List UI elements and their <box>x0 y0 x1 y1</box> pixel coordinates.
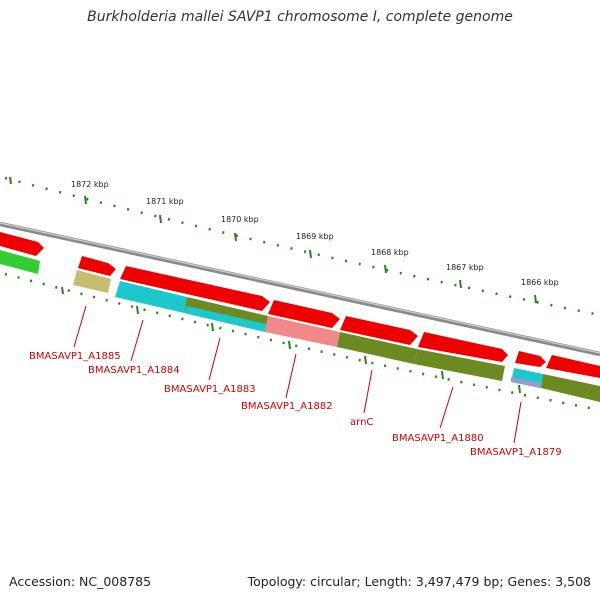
leader-line <box>208 337 221 381</box>
major-tick <box>84 195 87 205</box>
major-tick <box>384 264 387 274</box>
gene-label: BMASAVP1_A1885 <box>29 351 121 362</box>
genome-backbone <box>0 221 600 357</box>
major-tick <box>288 340 291 350</box>
inner-major-ticks <box>61 286 521 394</box>
major-tick <box>9 176 12 185</box>
label-leaders <box>73 305 522 444</box>
major-tick <box>309 249 312 259</box>
bp-tick-label: 1866 kbp <box>521 278 559 287</box>
leader-line <box>130 319 144 362</box>
gene-forward <box>546 355 600 378</box>
leader-line <box>513 401 522 444</box>
topology-text: Topology: circular; Length: 3,497,479 bp… <box>247 574 591 589</box>
gene-forward <box>120 266 270 311</box>
gene-forward <box>268 300 340 328</box>
genome-backbone-highlight <box>0 222 600 354</box>
bp-tick-label: 1871 kbp <box>146 197 184 206</box>
major-tick <box>159 214 162 224</box>
gene-label: BMASAVP1_A1884 <box>88 365 180 376</box>
gene-label: BMASAVP1_A1879 <box>470 447 562 458</box>
bp-tick-label: 1872 kbp <box>71 180 109 189</box>
major-tick <box>518 384 521 394</box>
major-tick <box>211 322 214 332</box>
bp-tick-label: 1870 kbp <box>221 215 259 224</box>
gene-cyan-overlap <box>184 306 266 332</box>
leader-line <box>73 305 87 348</box>
major-tick <box>459 279 462 289</box>
reverse-genes <box>0 250 600 402</box>
leader-line <box>285 353 297 399</box>
gene-forward <box>78 256 116 276</box>
gene-pink <box>265 316 340 347</box>
leader-line <box>363 369 373 414</box>
gene-cyan <box>115 281 187 313</box>
bp-tick-label: 1869 kbp <box>296 232 334 241</box>
forward-genes <box>0 232 600 378</box>
gene-khaki <box>73 270 111 293</box>
major-tick <box>364 355 367 365</box>
major-tick <box>234 232 237 242</box>
gene-label: arnC <box>350 417 373 428</box>
gene-forward <box>0 232 44 256</box>
gene-olive <box>414 349 505 381</box>
gene-label: BMASAVP1_A1880 <box>392 433 484 444</box>
outer-dot-ring <box>4 176 600 317</box>
major-tick <box>441 370 444 380</box>
accession-text: Accession: NC_008785 <box>9 574 152 589</box>
gene-olive <box>541 374 600 402</box>
outer-major-ticks <box>9 176 537 304</box>
gene-lavender <box>511 377 541 388</box>
gene-olive <box>337 332 417 364</box>
gene-label: BMASAVP1_A1882 <box>241 401 333 412</box>
gene-green <box>0 250 40 274</box>
bp-tick-label: 1867 kbp <box>446 263 484 272</box>
gene-forward <box>515 351 546 367</box>
gene-forward <box>340 316 418 345</box>
major-tick <box>61 286 64 295</box>
inner-dot-ring <box>4 272 600 412</box>
gene-label: BMASAVP1_A1883 <box>164 384 256 395</box>
map-title: Burkholderia mallei SAVP1 chromosome I, … <box>87 9 513 25</box>
major-tick <box>534 294 537 304</box>
major-tick <box>136 305 139 315</box>
leader-line <box>439 386 454 429</box>
gene-forward <box>418 332 508 362</box>
bp-tick-label: 1868 kbp <box>371 248 409 257</box>
